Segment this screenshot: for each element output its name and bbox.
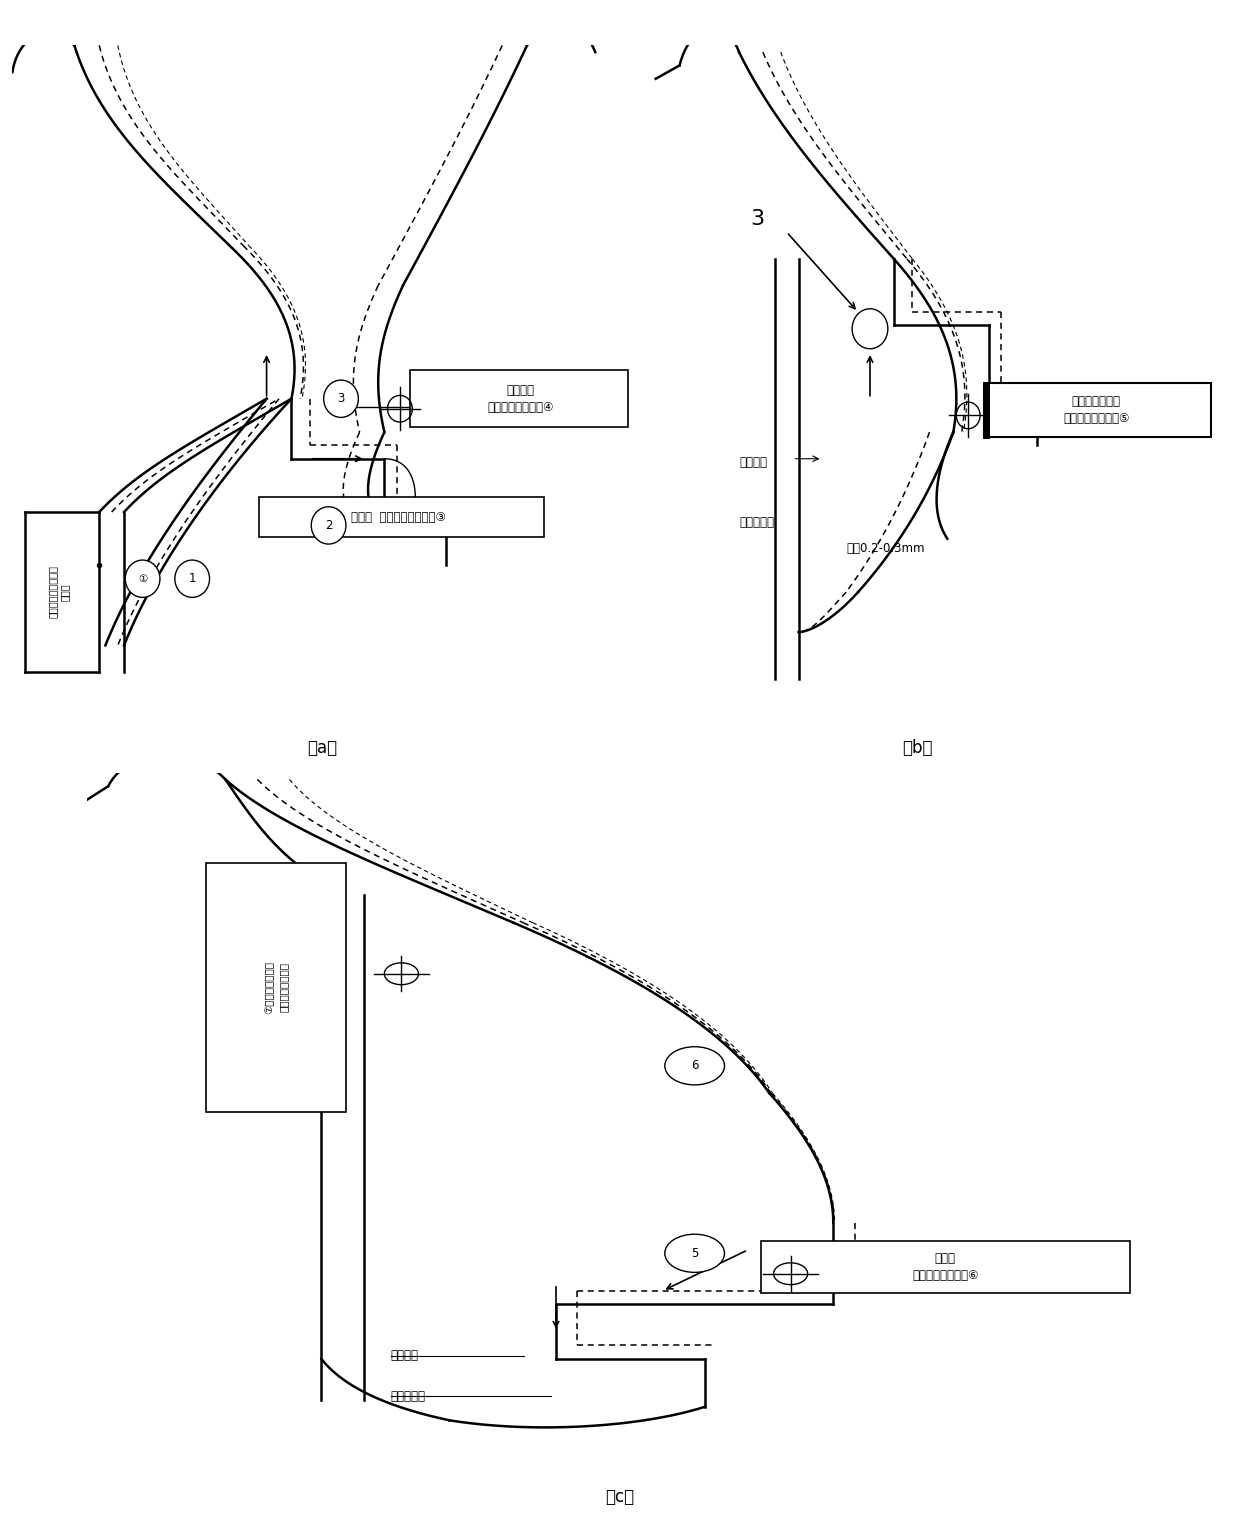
Text: ①: ① (138, 574, 148, 583)
Circle shape (311, 506, 346, 544)
FancyBboxPatch shape (761, 1241, 1130, 1292)
Text: （c）: （c） (605, 1488, 635, 1506)
Text: 6: 6 (691, 1059, 698, 1073)
FancyBboxPatch shape (259, 497, 544, 538)
Text: （b）: （b） (903, 739, 932, 756)
Circle shape (852, 309, 888, 348)
Text: 半精车型面: 半精车型面 (391, 1389, 425, 1403)
Text: 匹配弹性内包刺刀元
刀具定: 匹配弹性内包刺刀元 刀具定 (47, 565, 71, 618)
Circle shape (665, 1235, 724, 1273)
Text: 直球头刀
用于车削路径顺序④: 直球头刀 用于车削路径顺序④ (487, 383, 554, 414)
Circle shape (665, 1047, 724, 1085)
Text: 3: 3 (750, 209, 764, 229)
FancyBboxPatch shape (410, 370, 627, 427)
Circle shape (125, 561, 160, 597)
Text: 车右型面球头刀
用于车削路径顺序⑤: 车右型面球头刀 用于车削路径顺序⑤ (1063, 395, 1130, 426)
Text: 最终型面: 最终型面 (739, 456, 768, 468)
Text: 1: 1 (188, 573, 196, 585)
Text: 最终型面: 最终型面 (391, 1348, 419, 1362)
Text: 余量0.2-0.3mm: 余量0.2-0.3mm (846, 542, 925, 554)
Text: 右偏刀  用于车削路径顺序③: 右偏刀 用于车削路径顺序③ (351, 511, 445, 524)
FancyBboxPatch shape (985, 383, 1211, 438)
Text: （a）: （a） (308, 739, 337, 756)
Text: 3: 3 (337, 392, 345, 405)
Circle shape (175, 561, 210, 597)
Text: 平头刀
用于车削路径顺序⑥: 平头刀 用于车削路径顺序⑥ (911, 1251, 978, 1282)
Text: 2: 2 (325, 520, 332, 532)
Text: ⑦左各型面球头刀
用于车削路径顺序: ⑦左各型面球头刀 用于车削路径顺序 (264, 961, 289, 1014)
Text: 半精车型面: 半精车型面 (739, 515, 774, 529)
FancyBboxPatch shape (206, 862, 346, 1112)
Circle shape (324, 380, 358, 418)
Text: 5: 5 (691, 1247, 698, 1260)
